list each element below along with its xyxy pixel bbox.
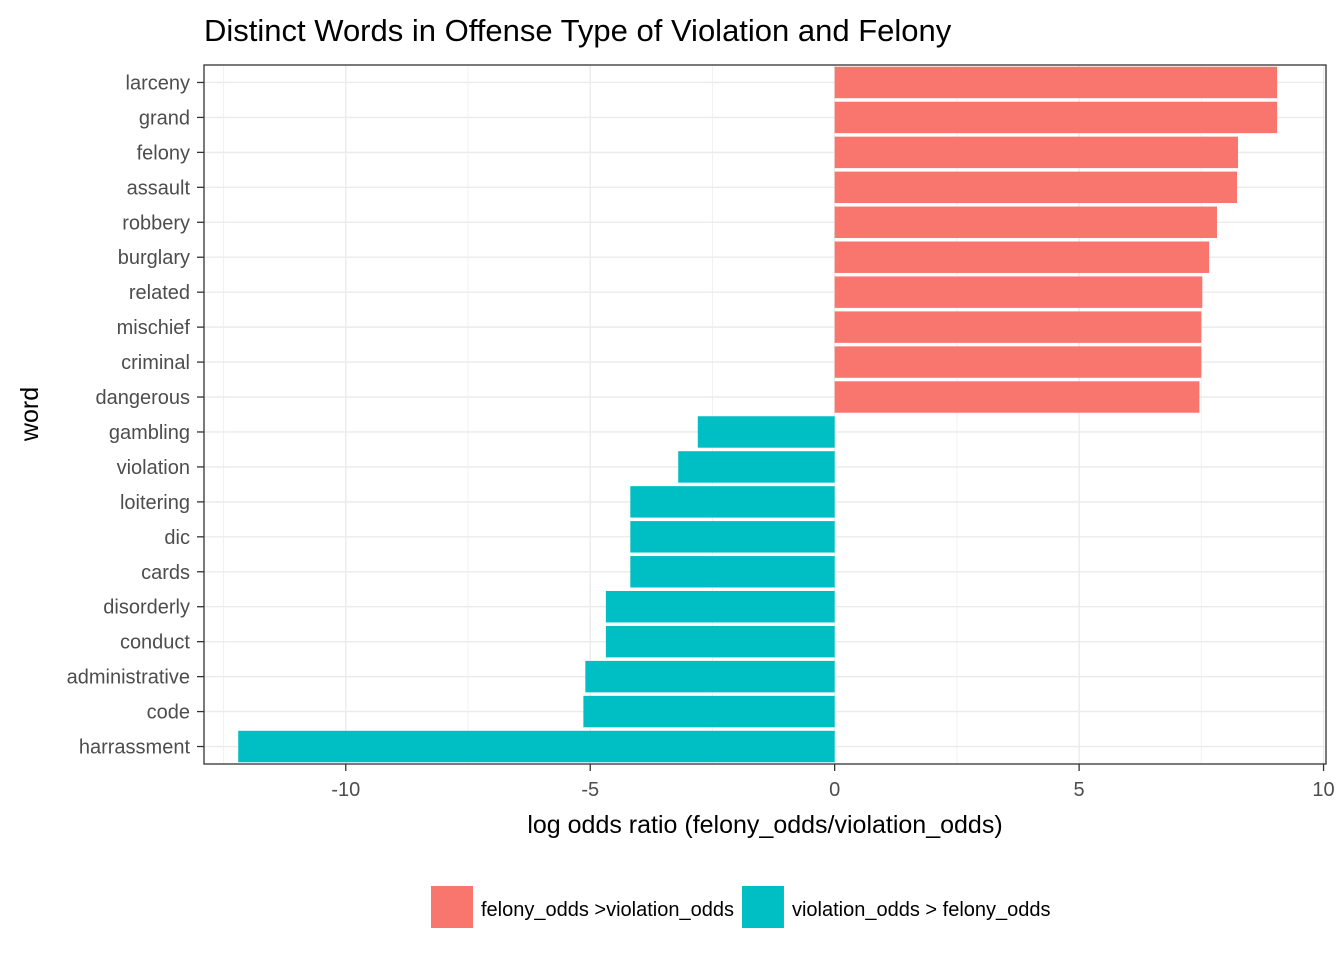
legend-label-1: felony_odds >violation_odds (481, 899, 734, 921)
x-axis-title: log odds ratio (felony_odds/violation_od… (527, 811, 1002, 839)
legend-key-2 (741, 886, 784, 928)
y-tick-label-related: related (129, 282, 190, 304)
y-tick-label-loitering: loitering (120, 492, 190, 514)
y-tick-label-conduct: conduct (120, 632, 190, 654)
bar-felony (834, 136, 1238, 169)
bar-robbery (834, 206, 1217, 239)
bar-grand (834, 101, 1278, 134)
y-tick-label-burglary: burglary (118, 247, 190, 269)
bar-assault (834, 171, 1238, 204)
bar-conduct (605, 625, 835, 658)
y-tick-label-violation: violation (117, 457, 190, 479)
bar-burglary (834, 241, 1210, 273)
bar-cards (630, 556, 835, 588)
bar-dic (630, 521, 835, 553)
bar-code (583, 695, 835, 728)
bar-administrative (585, 660, 835, 693)
legend: felony_odds >violation_odds violation_odd… (431, 886, 1051, 928)
bar-mischief (834, 311, 1202, 343)
y-axis-title: word (16, 387, 44, 442)
legend-key-1 (431, 886, 473, 928)
y-tick-label-mischief: mischief (117, 317, 191, 339)
panel-border (203, 64, 1327, 765)
bar-dangerous (834, 381, 1200, 413)
bar-gambling (697, 416, 835, 448)
legend-label-2: violation_odds > felony_odds (792, 899, 1051, 921)
y-tick-label-administrative: administrative (67, 667, 190, 689)
y-tick-label-dic: dic (164, 527, 190, 549)
bar-violation (678, 451, 835, 483)
x-tick-label: -5 (581, 779, 599, 801)
y-tick-label-harrassment: harrassment (79, 737, 191, 759)
bar-related (834, 276, 1203, 308)
y-tick-label-code: code (147, 702, 190, 724)
y-tick-label-robbery: robbery (122, 212, 190, 234)
y-tick-label-assault: assault (127, 177, 191, 199)
y-tick-label-felony: felony (137, 142, 190, 164)
bar-harrassment (238, 730, 835, 763)
x-tick-label: 0 (829, 779, 840, 801)
bar-criminal (834, 346, 1202, 378)
y-tick-label-disorderly: disorderly (103, 597, 190, 619)
plot-panel: larceny grand felony assault robbery burglary… (67, 64, 1335, 801)
y-tick-label-dangerous: dangerous (95, 387, 190, 409)
y-tick-label-criminal: criminal (121, 352, 190, 374)
y-tick-label-grand: grand (139, 107, 190, 129)
y-tick-label-cards: cards (141, 562, 190, 584)
bar-disorderly (605, 590, 835, 623)
x-tick-label: 10 (1312, 779, 1334, 801)
x-tick-label: -10 (331, 779, 360, 801)
y-tick-label-larceny: larceny (126, 72, 190, 94)
bar-larceny (834, 66, 1278, 99)
y-tick-label-gambling: gambling (109, 422, 190, 444)
bar-loitering (630, 486, 835, 518)
x-tick-label: 5 (1074, 779, 1085, 801)
chart-title: Distinct Words in Offense Type of Violat… (204, 13, 952, 48)
